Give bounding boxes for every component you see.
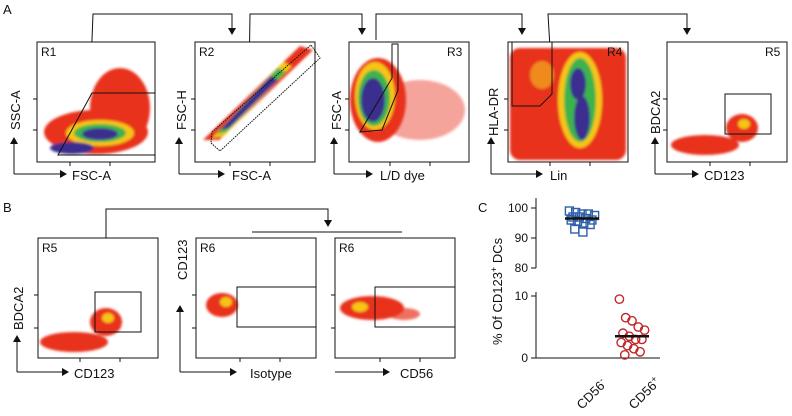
gate-label: R6 (339, 241, 355, 255)
density-cloud (350, 58, 465, 142)
y-axis-label: FSC-H (174, 90, 189, 130)
y-axis-label: BDCA2 (11, 287, 26, 330)
x-category-label: CD56- (573, 375, 610, 412)
y-axis-title-suffix: DCs (490, 237, 505, 266)
y-axis-label: CD123 (175, 240, 190, 280)
density-cloud (340, 296, 420, 320)
y-axis-label: BDCA2 (648, 91, 663, 134)
plot-r3: R3 L/D dye FSC-A (329, 41, 470, 183)
x-axis-label: FSC-A (72, 168, 111, 183)
y-axis-title: % Of CD123+ DCs (489, 237, 505, 345)
plot-b-r5: R5 CD123 BDCA2 (11, 237, 159, 381)
gating-arrowhead-b (324, 220, 332, 227)
density-cloud (40, 308, 122, 352)
y-axis-title-sup: + (489, 267, 499, 272)
data-point (585, 219, 595, 230)
x-category-label-sup: - (596, 375, 605, 384)
gating-arrowheads-a (228, 28, 691, 35)
density-cloud (203, 46, 313, 140)
density-cloud (206, 293, 238, 317)
x-axis-label: CD123 (704, 168, 744, 183)
data-point (566, 215, 576, 225)
density-cloud (510, 48, 626, 160)
y-tick-label: 90 (515, 231, 529, 245)
density-cloud (44, 68, 150, 154)
plot-r2: R2 FSC-A FSC-H (174, 41, 321, 183)
data-point (635, 346, 645, 357)
data-point (614, 294, 625, 304)
x-axis-label: L/D dye (380, 168, 425, 183)
gate-label: R1 (41, 45, 57, 59)
y-tick-label: 100 (508, 201, 528, 215)
x-axis-label: CD56 (400, 366, 433, 381)
data-point (619, 349, 630, 360)
x-axis-label: Isotype (250, 366, 292, 381)
data-point (639, 325, 650, 335)
y-tick-label: 10 (515, 289, 529, 303)
plot-b-r6-cd56: R6 CD56 (331, 237, 456, 381)
y-tick-label: 0 (521, 351, 528, 365)
gate-label: R4 (607, 45, 623, 59)
gate-label: R6 (200, 241, 216, 255)
data-point (578, 227, 588, 237)
plot-b-r6-isotype: R6 Isotype CD123 (175, 237, 317, 381)
x-category-label: CD56+ (625, 374, 664, 413)
plot-r4: R4 Lin HLA-DR (486, 41, 629, 183)
panel-label-b: B (3, 200, 12, 215)
y-axis-label: HLA-DR (486, 88, 501, 136)
density-cloud (671, 114, 758, 155)
panel-label-c: C (478, 200, 487, 215)
gate-label: R3 (447, 45, 463, 59)
x-axis-label: FSC-A (232, 168, 271, 183)
y-axis-label: SSC-A (8, 90, 23, 130)
gate-label: R5 (42, 241, 58, 255)
y-axis-title-prefix: % Of CD123 (490, 272, 505, 345)
gate-label: R5 (765, 45, 781, 59)
panel-label-a: A (3, 2, 12, 17)
data-point (627, 315, 637, 326)
plot-r1: R1 FSC-A SSC-A (8, 41, 156, 183)
y-axis-label: FSC-A (329, 91, 344, 130)
y-tick-label: 80 (515, 261, 529, 275)
gate-label: R2 (199, 45, 215, 59)
plot-r5: R5 CD123 BDCA2 (648, 41, 788, 183)
x-category-label-sup: + (648, 374, 659, 385)
x-axis-label: Lin (550, 168, 567, 183)
x-axis-label: CD123 (74, 366, 114, 381)
